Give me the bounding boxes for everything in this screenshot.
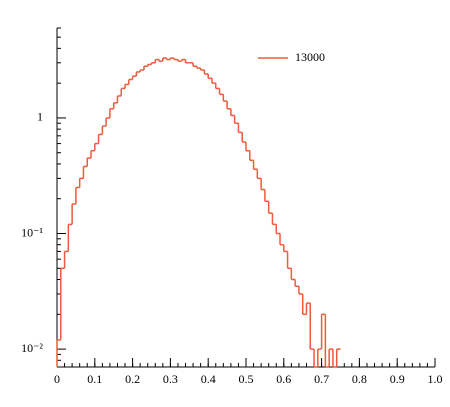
x-tick-label: 0.2: [125, 372, 140, 386]
x-tick-label: 0.9: [390, 372, 405, 386]
x-tick-label: 0.5: [239, 372, 254, 386]
x-tick-label: 0.6: [276, 372, 291, 386]
x-tick-label: 0.7: [314, 372, 329, 386]
x-tick-label: 0.3: [163, 372, 178, 386]
x-tick-label: 1.0: [428, 372, 443, 386]
y-tick-label: 10⁻²: [21, 341, 43, 355]
y-tick-label: 1: [37, 110, 43, 124]
x-tick-label: 0.1: [87, 372, 102, 386]
y-tick-label: 10⁻¹: [21, 225, 43, 239]
x-tick-label: 0.8: [352, 372, 367, 386]
x-tick-label: 0.4: [201, 372, 216, 386]
x-tick-label: 0: [54, 372, 60, 386]
legend-label: 13000: [295, 50, 325, 64]
